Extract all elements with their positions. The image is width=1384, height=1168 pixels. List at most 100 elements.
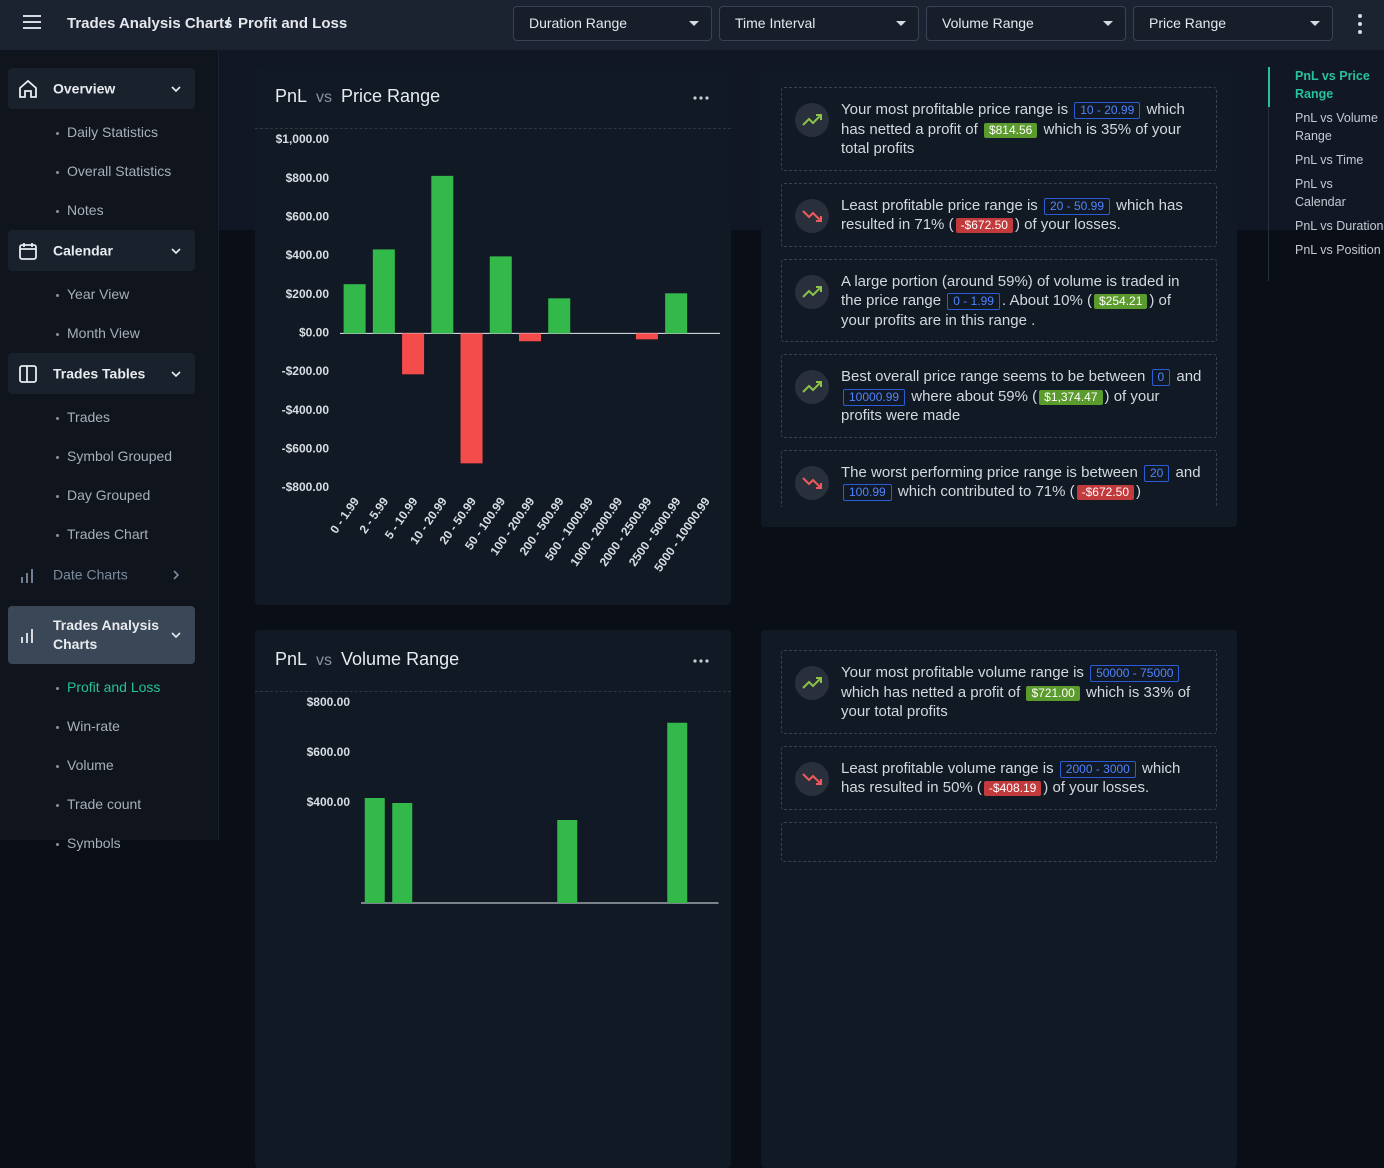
nav-item[interactable]: Volume bbox=[0, 746, 218, 785]
trend-icon bbox=[795, 198, 829, 233]
toc-link[interactable]: PnL vs Price Range bbox=[1295, 69, 1370, 101]
insight-text-part: ) of your losses. bbox=[1014, 216, 1121, 233]
chart-title-dimension: Price Range bbox=[341, 86, 441, 106]
nav-item[interactable]: Month View bbox=[0, 314, 218, 353]
y-tick-label: $800.00 bbox=[286, 171, 330, 185]
bar bbox=[364, 798, 385, 903]
filter-dropdown[interactable]: Price Range bbox=[1133, 6, 1333, 41]
chart-title: PnL vs Price Range bbox=[275, 86, 440, 107]
nav-chevron bbox=[171, 632, 181, 639]
toc-link[interactable]: PnL vs Calendar bbox=[1295, 177, 1346, 209]
filter-dropdown[interactable]: Duration Range bbox=[513, 6, 712, 41]
filter-dropdown[interactable]: Time Interval bbox=[719, 6, 919, 41]
insight: The worst performing price range is betw… bbox=[781, 449, 1217, 507]
nav-item[interactable]: Daily Statistics bbox=[0, 113, 218, 152]
badge-range: 10 - 20.99 bbox=[1074, 102, 1141, 119]
nav-items bbox=[0, 595, 218, 599]
insight bbox=[781, 821, 1217, 862]
nav-item[interactable]: Notes bbox=[0, 191, 218, 230]
badge-profit: $254.21 bbox=[1094, 294, 1148, 309]
y-tick-label: $400.00 bbox=[286, 248, 330, 262]
badge-range: 0 bbox=[1151, 369, 1171, 386]
insight-text-part: ) of your losses. bbox=[1043, 779, 1150, 796]
badge-loss: -$408.19 bbox=[983, 781, 1042, 796]
nav-items: Year View Month View bbox=[0, 271, 218, 353]
nav-item[interactable]: Day Grouped bbox=[0, 476, 218, 515]
nav-item[interactable]: Win-rate bbox=[0, 707, 218, 746]
y-tick-label: -$800.00 bbox=[282, 480, 330, 494]
insight-text-part: and bbox=[1171, 463, 1201, 481]
nav-chevron bbox=[171, 85, 181, 92]
nav-items: Profit and Loss Win-rate Volume Trade count… bbox=[0, 664, 218, 863]
badge-range: 20 bbox=[1143, 464, 1170, 482]
nav-group-label: Trades Analysis Charts bbox=[53, 617, 160, 652]
nav-item[interactable]: Profit and Loss bbox=[0, 668, 218, 707]
nav-icon bbox=[19, 79, 37, 98]
nav-group[interactable]: Overview bbox=[8, 68, 195, 109]
toc-link[interactable]: PnL vs Volume Range bbox=[1295, 111, 1378, 143]
chart-menu[interactable] bbox=[692, 658, 710, 664]
trend-icon bbox=[795, 103, 829, 137]
nav-icon bbox=[19, 242, 37, 260]
bar bbox=[392, 803, 413, 903]
filter-dropdown[interactable]: Volume Range bbox=[926, 6, 1126, 41]
insight-text: The worst performing price range is betw… bbox=[841, 463, 1202, 502]
insight-text-part: ) of your profits are in this range . bbox=[841, 292, 1172, 329]
badge-profit: $1,374.47 bbox=[1039, 389, 1103, 405]
chart-menu[interactable] bbox=[692, 95, 710, 101]
dropdown-caret bbox=[689, 21, 699, 26]
insight-text-part: Least profitable price range is bbox=[841, 196, 1042, 214]
insight-text-part: Your most profitable volume range is bbox=[841, 664, 1089, 681]
menu-button[interactable] bbox=[22, 14, 42, 30]
insight-text-part: ) of your profits were made bbox=[841, 387, 1160, 425]
badge-range: 10000.99 bbox=[843, 388, 906, 406]
insight-text-part: which has resulted in 71% ( bbox=[841, 196, 1183, 234]
chart-card: PnL vs Price Range $1,000.00 $800.00 $600.00 $… bbox=[255, 67, 731, 605]
nav-group[interactable]: Trades Tables bbox=[8, 353, 195, 394]
toc-link[interactable]: PnL vs Position bbox=[1295, 243, 1381, 257]
bar bbox=[402, 333, 425, 375]
insight: A large portion (around 59%) of volume i… bbox=[781, 258, 1217, 342]
nav-icon bbox=[19, 364, 37, 383]
divider bbox=[255, 691, 731, 692]
chart-card: PnL vs Volume Range $800.00 $600.00 $400.00 bbox=[255, 630, 731, 1168]
nav-items: Daily Statistics Overall Statistics Notes bbox=[0, 109, 218, 230]
nav-item[interactable]: Symbol Grouped bbox=[0, 437, 218, 476]
insight-text-part: Your most profitable price range is bbox=[841, 101, 1073, 118]
bar bbox=[343, 284, 366, 334]
bar bbox=[548, 298, 571, 334]
nav-item[interactable]: Overall Statistics bbox=[0, 152, 218, 191]
insight-text-part: which is 33% of your total profits bbox=[841, 683, 1191, 721]
y-tick-label: -$400.00 bbox=[282, 403, 330, 417]
nav-group[interactable]: Date Charts bbox=[8, 554, 195, 595]
insight: Your most profitable price range is 10 -… bbox=[781, 87, 1217, 171]
bar bbox=[635, 333, 658, 340]
badge-range: 20 - 50.99 bbox=[1043, 197, 1110, 215]
sidebar: Overview Daily Statistics Overall Statisti… bbox=[0, 50, 219, 851]
nav-item[interactable]: Symbols bbox=[0, 824, 218, 863]
chart-title-dimension: Volume Range bbox=[341, 649, 460, 669]
insight-text-part: . About 10% ( bbox=[1001, 292, 1092, 309]
nav-group[interactable]: Calendar bbox=[8, 230, 195, 271]
insight-text-part: which has resulted in 50% ( bbox=[841, 759, 1181, 797]
toc-link[interactable]: PnL vs Duration bbox=[1295, 219, 1384, 233]
header: Trades Analysis Charts / Profit and Loss… bbox=[0, 0, 1384, 50]
insight-text-part: which contributed to 71% ( bbox=[893, 483, 1075, 500]
x-tick-label: 0 - 1.99 bbox=[327, 494, 362, 536]
nav-item[interactable]: Trades bbox=[0, 398, 218, 437]
trend-icon bbox=[795, 274, 829, 309]
bar bbox=[519, 333, 541, 342]
breadcrumb-parent[interactable]: Trades Analysis Charts bbox=[67, 15, 233, 32]
more-button[interactable] bbox=[1355, 13, 1365, 35]
nav-item[interactable]: Year View bbox=[0, 275, 218, 314]
nav-item[interactable]: Trades Chart bbox=[0, 515, 218, 554]
chart-title-metric: PnL bbox=[275, 649, 308, 669]
badge-range: 0 - 1.99 bbox=[947, 293, 1000, 310]
insight-text-part: Best overall price range seems to be bet… bbox=[841, 368, 1150, 385]
chart-title-metric: PnL bbox=[275, 86, 308, 106]
bar bbox=[557, 820, 578, 903]
nav-item[interactable]: Trade count bbox=[0, 785, 218, 824]
nav-group[interactable]: Trades Analysis Charts bbox=[8, 606, 195, 664]
trend-icon bbox=[795, 666, 829, 700]
toc-link[interactable]: PnL vs Time bbox=[1295, 153, 1364, 167]
